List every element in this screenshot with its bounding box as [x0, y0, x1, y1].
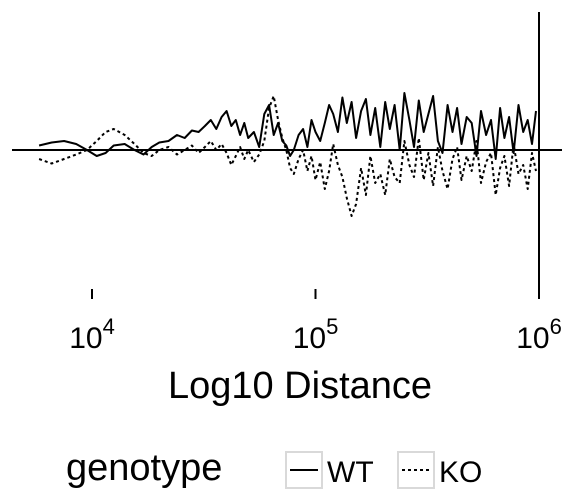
legend: genotype WT KO — [66, 447, 482, 489]
x-axis: 104 105 106 — [69, 289, 562, 355]
x-tick-label: 106 — [516, 314, 562, 355]
series-line-ko — [38, 95, 537, 217]
legend-key-box — [397, 451, 435, 489]
legend-key-box — [285, 451, 323, 489]
legend-label-ko: KO — [439, 456, 482, 489]
legend-label-wt: WT — [327, 456, 374, 489]
x-tick-label: 105 — [293, 314, 339, 355]
x-axis-title: Log10 Distance — [168, 365, 432, 407]
x-tick-label: 104 — [69, 314, 115, 355]
legend-title: genotype — [66, 447, 222, 489]
plot-area — [38, 92, 537, 217]
series-line-wt — [38, 92, 537, 160]
